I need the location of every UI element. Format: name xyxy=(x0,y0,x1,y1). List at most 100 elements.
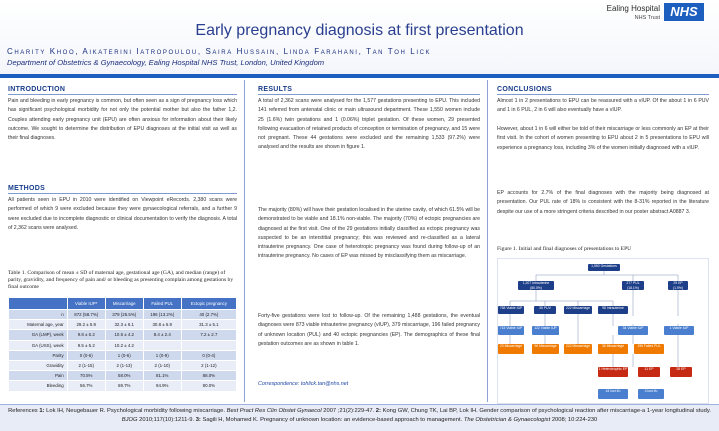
reference-text: Lok IH, Neugebauer R. Psychological morb… xyxy=(46,408,225,414)
table-cell: 29.2 ± 5.9 xyxy=(66,319,106,331)
table-header: Viable IUP* xyxy=(66,297,106,310)
flow-node: 35 PUV xyxy=(534,306,556,314)
results-paragraph-1: A total of 2,362 scans were analysed for… xyxy=(258,98,480,151)
table-cell: 379 (25.5%) xyxy=(104,308,144,321)
reference-citation: 2008; 10:224-230 xyxy=(551,417,598,423)
row-label: Parity xyxy=(8,349,68,361)
table-row: Bleeding 56.7% 69.7% 94.9% 80.0% xyxy=(8,380,238,392)
heading-rule xyxy=(8,94,237,95)
flow-node: 98 Intrauterine xyxy=(598,306,628,314)
column-divider xyxy=(487,80,488,402)
table-row: Gravidity 2 (1-15) 2 (1-13) 2 (1-10) 2 (… xyxy=(8,359,238,372)
table-header: Failed PUL xyxy=(142,297,182,310)
results-paragraph-3: Forty-five gestations were lost to follo… xyxy=(258,313,480,347)
table-cell xyxy=(180,339,238,351)
conclusions-paragraph-1: Almost 1 in 2 presentations to EPU can b… xyxy=(497,98,709,114)
table-row: GA (USS), week 9.5 ± 5.2 10.2 ± 4.2 xyxy=(8,339,238,351)
flow-node: 715 Viable IUP xyxy=(498,326,524,335)
table-cell: 1 (0-6) xyxy=(104,349,144,361)
row-label: Gravidity xyxy=(8,359,68,372)
reference-text: Sagili H, Mohamed K. Pregnancy of unknow… xyxy=(202,417,463,423)
header-divider xyxy=(0,74,719,78)
reference-text: Kong GW, Chung TK, Lai BP, Lok IH. Gende… xyxy=(382,408,711,414)
nhs-logo: NHS xyxy=(664,3,704,21)
department: Department of Obstetrics & Gynaecology, … xyxy=(7,58,325,67)
table-cell: 10.2 ± 4.2 xyxy=(104,339,144,351)
table-cell: 2 (1-12) xyxy=(180,359,238,372)
table-cell: 56.7% xyxy=(66,380,106,392)
row-label: GA (LMP), week xyxy=(8,329,68,341)
table-header-row: Viable IUP* Miscarriage Failed PUL Ectop… xyxy=(8,297,238,310)
flow-node: 122 Viable IUP xyxy=(532,326,559,335)
table-row: Pain 70.5% 58.0% 81.1% 88.0% xyxy=(8,370,238,382)
table-cell: 94.9% xyxy=(142,380,182,392)
poster-title: Early pregnancy diagnosis at first prese… xyxy=(195,22,524,39)
table-cell: 872 (58.7%) xyxy=(66,308,106,321)
flow-node: 36 Miscarriage xyxy=(598,344,628,354)
reference-number: 3: xyxy=(195,417,201,423)
heading-rule xyxy=(8,193,237,194)
diagnosis-flowchart: 1,550 Gestations 1,207 Intrauterine (80.… xyxy=(497,258,709,404)
flow-node: 11 EP xyxy=(638,367,660,377)
reference-citation: 2007 ;21(2):229-47. xyxy=(323,408,375,414)
flow-node: 3 lost f/u xyxy=(638,389,664,399)
flow-node: 1,550 Gestations xyxy=(588,264,620,271)
row-label: n xyxy=(8,308,68,321)
row-label: Maternal age, year xyxy=(8,319,68,331)
table-cell: 0 (0-6) xyxy=(66,349,106,361)
table-cell: 7.2 ± 2.7 xyxy=(180,329,238,341)
conclusions-paragraph-3: EP accounts for 2.7% of the final diagno… xyxy=(497,190,709,215)
table-cell: 31.3 ± 5.1 xyxy=(180,319,238,331)
table-cell: 0 (0-4) xyxy=(180,349,238,361)
heading-rule xyxy=(497,94,709,95)
table-cell: 58.0% xyxy=(104,370,144,382)
row-label: Bleeding xyxy=(8,380,68,392)
flow-node: 1 Viable IUP xyxy=(664,326,694,335)
flow-node: 1 Heterotrophic EP xyxy=(598,367,628,377)
flowchart-connectors xyxy=(509,271,679,367)
reference-citation: 2010;117(10):1211-9. xyxy=(139,417,195,423)
results-paragraph-2: The majority (80%) will have their gesta… xyxy=(258,207,480,260)
table-cell xyxy=(142,339,182,351)
header: Early pregnancy diagnosis at first prese… xyxy=(0,0,719,74)
table-cell: 9.8 ± 6.2 xyxy=(66,329,106,341)
table-cell: 2 (1-15) xyxy=(66,359,106,372)
table-cell: 80.0% xyxy=(180,380,238,392)
heading-rule xyxy=(258,94,480,95)
conclusions-heading: CONCLUSIONS xyxy=(497,86,553,93)
table-cell: 10.5 ± 4.2 xyxy=(104,329,144,341)
reference-journal: BJOG xyxy=(121,417,138,423)
methods-heading: METHODS xyxy=(8,185,46,192)
table-cell: 70.5% xyxy=(66,370,106,382)
flow-node: 29 EP (1.9%) xyxy=(668,281,688,290)
flow-node: 44 lost f/u xyxy=(598,389,628,399)
row-label: Pain xyxy=(8,370,68,382)
table-header xyxy=(8,297,68,310)
table-cell: 69.7% xyxy=(104,380,144,392)
flow-node: 34 Viable IUP xyxy=(618,326,648,335)
table-cell: 2 (1-13) xyxy=(104,359,144,372)
table-cell: 40 (2.7%) xyxy=(180,308,238,321)
results-heading: RESULTS xyxy=(258,86,293,93)
introduction-text: Pain and bleeding in early pregnancy is … xyxy=(8,98,237,142)
table-cell: 9.5 ± 5.2 xyxy=(66,339,106,351)
introduction-heading: INTRODUCTION xyxy=(8,86,66,93)
flow-node: 23 Miscarriage xyxy=(498,344,524,354)
figure-caption: Figure 1. Initial and final diagnoses of… xyxy=(497,246,632,252)
flow-node: 222 Miscarriage xyxy=(564,344,592,354)
references-label: References xyxy=(8,408,38,414)
reference-journal: Best Pract Res Clin Obstet Gynaecol xyxy=(226,408,322,414)
table-cell: 196 (13.2%) xyxy=(142,308,182,321)
table-cell: 88.0% xyxy=(180,370,238,382)
trust-name: NHS Trust xyxy=(634,15,660,21)
column-divider xyxy=(244,80,245,402)
table-cell: 8.4 ± 2.4 xyxy=(142,329,182,341)
methods-text: All patients seen in EPU in 2010 were id… xyxy=(8,197,237,231)
reference-number: 2: xyxy=(375,408,381,414)
row-label: GA (USS), week xyxy=(8,339,68,351)
table-cell: 2 (1-10) xyxy=(142,359,182,372)
table-row: GA (LMP), week 9.8 ± 6.2 10.5 ± 4.2 8.4 … xyxy=(8,329,238,341)
table-row: Maternal age, year 29.2 ± 5.9 32.3 ± 6.1… xyxy=(8,319,238,331)
table-cell: 81.1% xyxy=(142,370,182,382)
table-header: Miscarriage xyxy=(104,297,144,310)
